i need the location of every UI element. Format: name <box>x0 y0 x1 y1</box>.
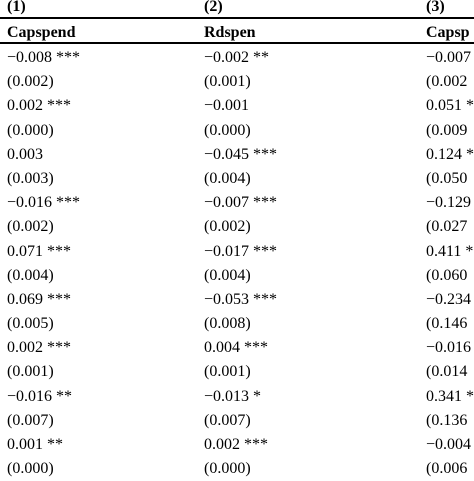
table-cell: −0.053 *** <box>204 290 278 308</box>
column-header: Capsp <box>426 24 470 41</box>
table-cell: (0.004) <box>204 266 251 284</box>
table-cell: 0.124 * <box>426 145 474 163</box>
table-cell: (0.146 <box>426 315 468 333</box>
column-2: (2) Rdspen −0.002 ** (0.001) −0.001 (0.000)… <box>204 0 277 481</box>
table-header-rule <box>0 42 474 44</box>
column-cells: −0.002 ** (0.001) −0.001 (0.000) −0.045 *** (… <box>204 46 277 481</box>
table-cell: 0.069 *** <box>7 290 71 308</box>
column-3: (3) Capsp −0.007 (0.002 0.051 * (0.009 0.124… <box>426 0 474 481</box>
table-cell: −0.045 *** <box>204 145 278 163</box>
column-number: (1) <box>7 0 26 15</box>
table-cell: (0.060 <box>426 266 468 284</box>
table-cell: (0.008) <box>204 315 251 333</box>
table-cell: 0.002 *** <box>7 339 71 357</box>
table-cell: (0.002) <box>7 73 54 91</box>
table-cell: 0.002 *** <box>204 436 268 453</box>
column-header: Rdspen <box>204 24 256 41</box>
table-cell: −0.234 <box>426 290 472 308</box>
column-number: (3) <box>426 0 445 15</box>
table-cell: −0.007 <box>426 49 472 66</box>
table-cell: 0.002 *** <box>7 97 71 115</box>
table-cell: (0.002 <box>426 73 468 91</box>
table-cell: 0.051 * <box>426 97 474 115</box>
column-1: (1) Capspend −0.008 *** (0.002) 0.002 *** (… <box>7 0 80 481</box>
table-cell: (0.000) <box>7 460 54 478</box>
table-cell: (0.003) <box>7 169 54 187</box>
table-cell: (0.001) <box>204 363 251 381</box>
column-header: Capspend <box>7 24 76 41</box>
table-cell: 0.411 * <box>426 242 474 260</box>
table-top-rule <box>0 17 474 19</box>
table-cell: (0.136 <box>426 411 468 429</box>
table-cell: 0.341 * <box>426 387 474 405</box>
table-cell: (0.001) <box>204 73 251 91</box>
table-cell: (0.000) <box>204 121 251 139</box>
table-cell: 0.004 *** <box>204 339 268 357</box>
table-cell: (0.004) <box>204 169 251 187</box>
table-cell: (0.009 <box>426 121 468 139</box>
table-cell: −0.013 * <box>204 387 262 405</box>
table-cell: (0.002) <box>204 218 251 236</box>
table-cell: −0.007 *** <box>204 194 278 212</box>
table-cell: (0.007) <box>7 411 54 429</box>
table-cell: (0.014 <box>426 363 468 381</box>
table-cell: −0.002 ** <box>204 49 270 66</box>
table-cell: (0.004) <box>7 266 54 284</box>
table-cell: (0.005) <box>7 315 54 333</box>
table-cell: (0.000) <box>7 121 54 139</box>
table-cell: (0.000) <box>204 460 251 478</box>
table-cell: −0.017 *** <box>204 242 278 260</box>
table-cell: 0.003 <box>7 145 43 163</box>
table-cell: −0.016 *** <box>7 194 81 212</box>
table-cell: (0.006 <box>426 460 468 478</box>
table-cell: (0.027 <box>426 218 468 236</box>
table-cell: −0.008 *** <box>7 49 81 66</box>
table-cell: −0.004 <box>426 436 472 453</box>
table-cell: (0.002) <box>7 218 54 236</box>
column-cells: −0.008 *** (0.002) 0.002 *** (0.000) 0.003 (0… <box>7 46 80 481</box>
table-cell: 0.001 ** <box>7 436 63 453</box>
table-cell: −0.016 ** <box>7 387 73 405</box>
column-number: (2) <box>204 0 223 15</box>
table-cell: −0.001 <box>204 97 250 115</box>
table-cell: (0.001) <box>7 363 54 381</box>
table-cell: (0.007) <box>204 411 251 429</box>
table-cell: −0.016 <box>426 339 472 357</box>
table-cell: 0.071 *** <box>7 242 71 260</box>
table-cell: (0.050 <box>426 169 468 187</box>
column-cells: −0.007 (0.002 0.051 * (0.009 0.124 * (0.050 −0… <box>426 46 474 481</box>
table-cell: −0.129 <box>426 194 472 212</box>
